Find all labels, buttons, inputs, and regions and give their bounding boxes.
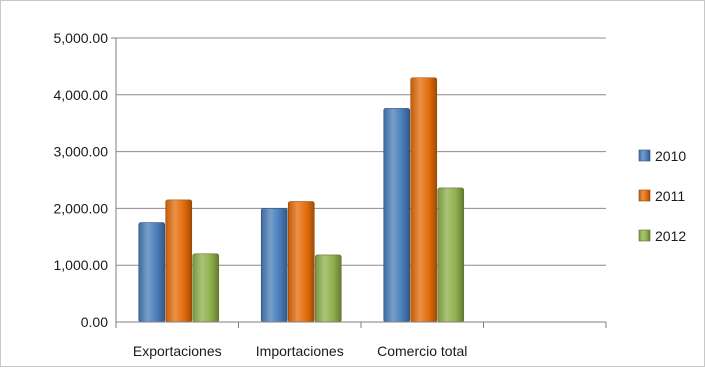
x-category-label: Comercio total (377, 343, 467, 359)
legend-label-2010: 2010 (655, 148, 686, 164)
gridlines (116, 37, 606, 266)
y-tick-labels: 0.00 1,000.00 2,000.00 3,000.00 4,000.00 5,00… (54, 30, 109, 330)
x-category-label: Importaciones (256, 343, 344, 359)
y-tick-label: 5,000.00 (54, 30, 109, 46)
x-category-labels: Exportaciones Importaciones Comercio total (133, 343, 467, 359)
bar-2010-2 (383, 108, 411, 323)
bar-2012-0 (192, 253, 220, 323)
bar-2010-0 (138, 222, 166, 323)
y-tick-label: 0.00 (81, 314, 108, 330)
bar-2011-2 (410, 77, 438, 323)
y-tick-label: 1,000.00 (54, 257, 109, 273)
axes (111, 37, 607, 328)
bar-2012-2 (437, 187, 465, 323)
bar-2012-1 (314, 254, 342, 323)
legend-label-2012: 2012 (655, 228, 686, 244)
legend: 2010 2011 2012 (638, 148, 686, 244)
legend-swatch-2011 (638, 189, 651, 202)
y-tick-label: 2,000.00 (54, 200, 109, 216)
y-tick-label: 4,000.00 (54, 87, 109, 103)
legend-label-2011: 2011 (655, 188, 685, 204)
bar-2011-1 (287, 201, 315, 323)
bars (138, 77, 465, 323)
legend-swatch-2012 (638, 229, 651, 242)
y-tick-label: 3,000.00 (54, 144, 109, 160)
legend-swatch-2010 (638, 149, 651, 162)
bar-2011-0 (165, 199, 193, 323)
x-category-label: Exportaciones (133, 343, 222, 359)
bar-2010-1 (260, 208, 288, 323)
